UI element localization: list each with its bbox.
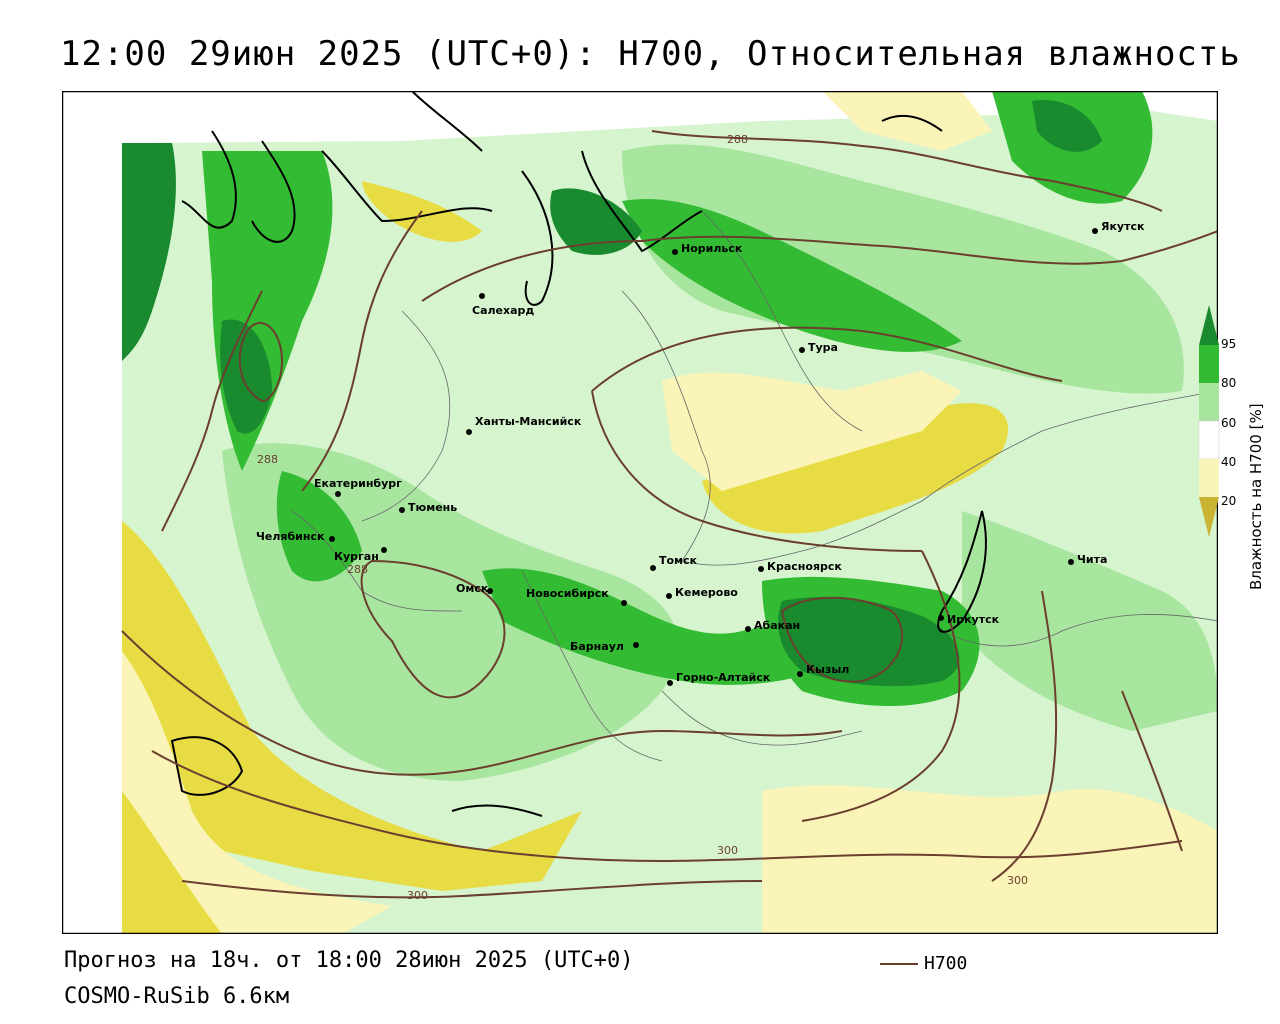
cities: Якутск Норильск Салехард Тура Ханты-Манс… (256, 220, 1145, 686)
colorbar-tick: 80 (1221, 376, 1237, 390)
humidity-field-dark-green-kyzyl (778, 596, 960, 687)
city-label: Якутск (1101, 220, 1145, 233)
outside-domain-sw (62, 651, 122, 934)
city-label: Екатеринбург (314, 477, 402, 490)
city-label: Горно-Алтайск (676, 671, 771, 684)
humidity-field-dark-green-ne (1032, 100, 1102, 152)
city-marker: Норильск (672, 242, 743, 255)
isoline-label: 288 (727, 133, 748, 146)
city-marker: Чита (1068, 553, 1107, 566)
city-label: Новосибирск (526, 587, 609, 600)
humidity-field-dark-green-taimyr (550, 188, 642, 255)
coastlines (170, 91, 987, 817)
city-label: Ханты-Мансийск (475, 415, 582, 428)
humidity-field-dark-green-ural (220, 319, 272, 434)
city-marker: Томск (650, 554, 698, 571)
city-marker: Челябинск (256, 530, 335, 543)
isoline-legend-swatch (880, 962, 918, 965)
colorbar-tick: 95 (1221, 337, 1237, 351)
city-marker: Ханты-Мансийск (466, 415, 582, 435)
map-frame (62, 91, 1218, 934)
colorbar-segment-60-80 (1199, 383, 1219, 421)
colorbar-segment-40-60 (1198, 420, 1220, 460)
city-label: Кемерово (675, 586, 738, 599)
city-label: Курган (334, 550, 379, 563)
city-marker: Иркутск (938, 613, 1000, 626)
city-label: Чита (1077, 553, 1107, 566)
colorbar-title: Влажность на H700 [%] (1247, 403, 1265, 590)
humidity-field-yellow-sw2 (122, 791, 222, 934)
humidity-field-light-green-2 (622, 144, 1184, 394)
city-marker: Омск (456, 582, 493, 595)
colorbar-segment-20-40 (1199, 459, 1219, 497)
humidity-field-green-west (276, 471, 362, 582)
city-marker: Курган (334, 547, 387, 563)
city-marker: Абакан (745, 619, 800, 632)
city-label: Тура (808, 341, 838, 354)
city-label: Абакан (754, 619, 800, 632)
city-label: Омск (456, 582, 489, 595)
city-marker: Кемерово (666, 586, 738, 599)
city-label: Тюмень (408, 501, 457, 514)
humidity-field-paleyellow-sw (122, 651, 392, 934)
colorbar-bottom-arrow (1199, 497, 1219, 537)
humidity-field-yellow-east (702, 403, 1009, 534)
city-marker: Екатеринбург (314, 477, 402, 497)
city-marker: Тура (799, 341, 838, 354)
city-label: Челябинск (256, 530, 325, 543)
map-title: 12:00 29июн 2025 (UTC+0): H700, Относите… (60, 34, 1241, 74)
humidity-field-dark-green-nw (122, 143, 176, 361)
humidity-field-green-center (482, 568, 862, 685)
isoline-legend: H700 (880, 953, 967, 974)
city-marker: Якутск (1092, 220, 1145, 234)
colorbar-segment-80-95 (1199, 345, 1219, 383)
colorbar-tick: 60 (1221, 416, 1237, 430)
city-label: Салехард (472, 304, 534, 317)
city-marker: Барнаул (570, 640, 639, 653)
colorbar-tick: 20 (1221, 494, 1237, 508)
city-label: Иркутск (947, 613, 1000, 626)
humidity-field-light-green-3 (962, 511, 1218, 731)
humidity-field-yellow-northeast (822, 91, 992, 151)
region-boundaries (291, 210, 1218, 762)
isoline-label: 300 (1007, 874, 1028, 887)
city-marker: Тюмень (399, 501, 457, 514)
isoline-label: 288 (347, 563, 368, 576)
isoline-label: 288 (257, 453, 278, 466)
humidity-field-yellow-sw (122, 521, 582, 934)
city-marker: Новосибирск (526, 587, 627, 606)
city-label: Норильск (681, 242, 743, 255)
isoline-labels: 288 288 288 300 300 300 (257, 133, 1028, 902)
city-label: Кызыл (806, 663, 849, 676)
isoline-legend-label: H700 (924, 953, 968, 974)
colorbar-tick: 40 (1221, 455, 1237, 469)
model-name: COSMO-RuSib 6.6км (64, 984, 290, 1009)
h700-isolines (121, 130, 1218, 899)
isoline-label: 300 (407, 889, 428, 902)
colorbar-top-arrow (1199, 305, 1219, 345)
isoline-label: 300 (717, 844, 738, 857)
forecast-info: Прогноз на 18ч. от 18:00 28июн 2025 (UTC… (64, 948, 634, 973)
city-label: Барнаул (570, 640, 624, 653)
city-marker: Красноярск (758, 560, 842, 573)
humidity-map: 288 288 288 300 300 300 Якутск Норильск … (62, 91, 1218, 934)
humidity-field-paleyellow-east (662, 371, 962, 491)
city-marker: Горно-Алтайск (667, 671, 771, 686)
city-marker: Салехард (472, 293, 534, 317)
city-label: Томск (659, 554, 698, 567)
city-label: Красноярск (767, 560, 842, 573)
city-marker: Кызыл (797, 663, 849, 677)
colorbar (1198, 305, 1220, 537)
humidity-field-paleyellow-se (762, 785, 1218, 934)
